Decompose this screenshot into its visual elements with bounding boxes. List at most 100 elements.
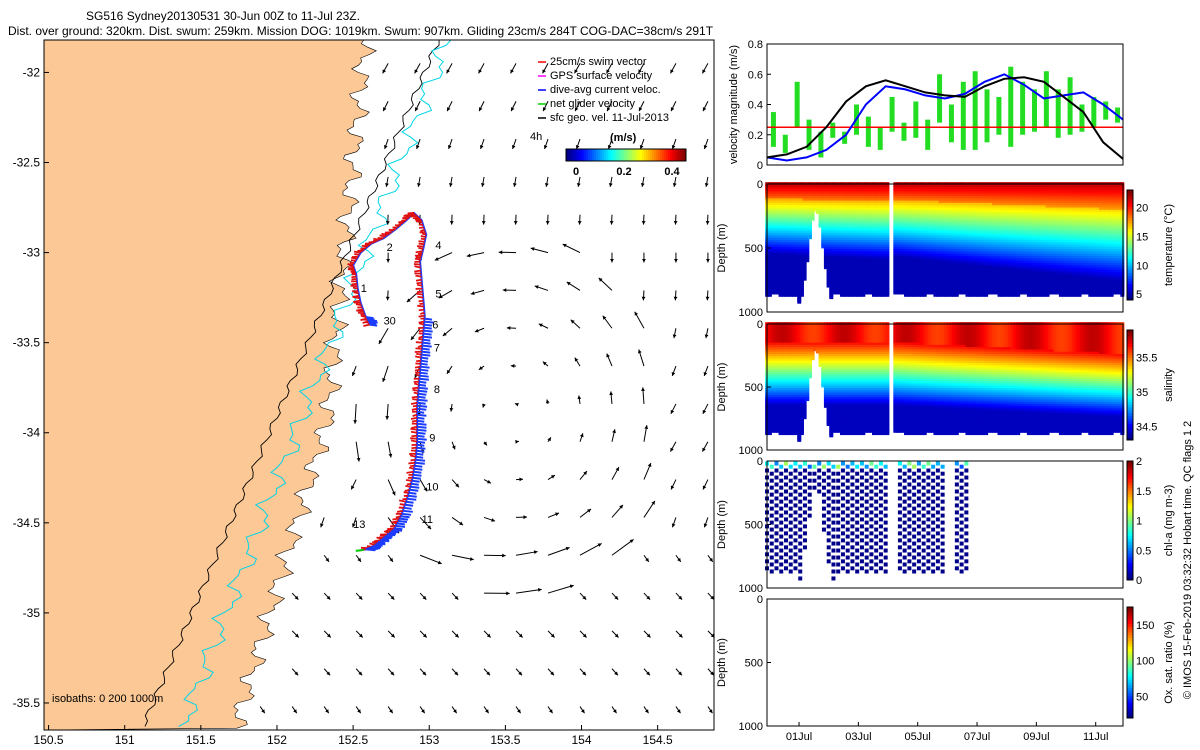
section-sample: [872, 278, 876, 283]
section-sample: [829, 262, 834, 267]
vector-head: [545, 399, 550, 404]
section-sample: [906, 285, 911, 290]
dac-vector: [420, 356, 429, 360]
section-sample: [976, 221, 981, 226]
section-sample: [914, 223, 919, 228]
section-sample: [778, 262, 783, 267]
section-sample: [847, 290, 852, 295]
section-sample: [786, 278, 791, 283]
vector-head: [638, 69, 642, 74]
vector-head: [607, 145, 612, 149]
section-sample: [799, 189, 804, 194]
swim-vector: [412, 386, 419, 390]
section-sample: [767, 232, 772, 237]
section-sample: [941, 246, 946, 251]
section-sample: [944, 292, 949, 297]
section-sample: [912, 246, 917, 251]
section-sample: [877, 235, 882, 240]
section-sample: [882, 219, 887, 224]
section-sample: [904, 228, 909, 233]
section-sample: [978, 251, 983, 256]
section-sample: [791, 278, 796, 283]
section-sample: [952, 253, 957, 258]
section-sample: [968, 288, 973, 293]
vector-head: [351, 372, 356, 376]
section-sample: [861, 251, 866, 256]
section-sample: [914, 228, 919, 233]
section-sample: [882, 186, 887, 191]
section-sample: [989, 202, 994, 207]
section-sample: [922, 258, 927, 263]
section-sample: [810, 200, 815, 205]
section-sample: [912, 200, 917, 205]
section-sample: [917, 225, 922, 230]
swim-vector: [379, 234, 386, 238]
section-sample: [880, 242, 885, 247]
section-sample: [880, 237, 885, 242]
section-sample: [965, 223, 970, 228]
section-sample: [850, 253, 855, 258]
section-sample: [794, 214, 799, 219]
velocity-bar: [770, 112, 776, 147]
section-sample: [858, 244, 863, 249]
section-sample: [893, 260, 898, 265]
section-sample: [909, 193, 914, 198]
section-sample: [869, 230, 874, 235]
section-sample: [858, 189, 863, 194]
section-sample: [778, 232, 783, 237]
section-sample: [770, 283, 775, 288]
section-sample: [896, 209, 901, 214]
section-sample: [826, 255, 831, 260]
section-sample: [855, 205, 860, 210]
section-sample: [834, 228, 839, 233]
section-sample: [952, 228, 957, 233]
section-sample: [928, 200, 933, 205]
section-sample: [952, 242, 957, 247]
section-sample: [797, 244, 802, 249]
section-sample: [954, 288, 959, 293]
section-sample: [906, 278, 911, 283]
section-sample: [794, 249, 799, 254]
section-sample: [794, 242, 799, 247]
section-sample: [802, 212, 807, 217]
section-sample: [797, 258, 802, 263]
section-sample: [869, 196, 874, 201]
section-sample: [858, 193, 863, 198]
section-sample: [917, 288, 922, 293]
dac-vector: [402, 509, 413, 513]
dac-vector: [416, 428, 427, 432]
section-sample: [930, 267, 935, 272]
section-sample: [960, 214, 965, 219]
section-sample: [962, 200, 967, 205]
section-sample: [821, 200, 826, 205]
section-sample: [954, 212, 959, 217]
section-sample: [893, 237, 898, 242]
section-sample: [957, 265, 962, 270]
section-sample: [880, 202, 885, 207]
section-sample: [970, 193, 975, 198]
section-sample: [981, 278, 986, 283]
section-sample: [877, 230, 882, 235]
section-sample: [952, 292, 957, 297]
section-sample: [970, 265, 975, 270]
swim-vector: [357, 248, 365, 252]
vector-head: [385, 221, 390, 225]
swim-vector: [414, 382, 420, 386]
section-sample: [850, 288, 855, 293]
section-sample: [917, 249, 922, 254]
section-sample: [984, 269, 989, 274]
section-sample: [914, 191, 919, 196]
section-sample: [834, 214, 839, 219]
section-sample: [773, 274, 778, 279]
section-sample: [826, 246, 831, 251]
section-sample: [949, 237, 954, 242]
section-sample: [789, 258, 794, 263]
section-sample: [946, 228, 951, 233]
section-sample: [786, 288, 791, 293]
section-sample: [778, 242, 783, 247]
section-sample: [986, 276, 991, 281]
section-sample: [917, 246, 922, 251]
dac-vector: [405, 500, 414, 504]
section-sample: [826, 237, 831, 242]
section-sample: [821, 191, 826, 196]
